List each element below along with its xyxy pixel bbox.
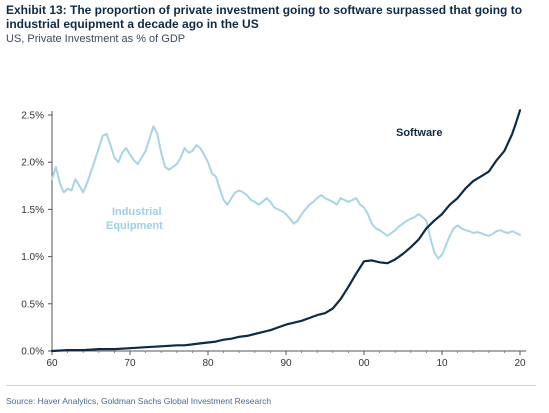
y-tick-label: 0.5% [21, 299, 44, 310]
y-tick-label: 2.0% [21, 158, 44, 169]
y-tick-label: 2.5% [21, 111, 44, 122]
x-tick-label: 90 [280, 358, 292, 369]
chart-title: Exhibit 13: The proportion of private in… [6, 3, 523, 31]
x-tick-label: 80 [202, 358, 214, 369]
line-chart: 0.0%0.5%1.0%1.5%2.0%2.5% 60 70 80 90 00 10 20 … [21, 109, 526, 369]
x-tick-label: 00 [358, 358, 370, 369]
x-tick-label: 60 [46, 358, 58, 369]
y-tick-label: 0.0% [21, 347, 44, 358]
industrial-label-line1: Industrial [112, 206, 162, 218]
x-axis: 60 70 80 90 00 10 20 [46, 350, 526, 369]
software-label: Software [396, 127, 442, 139]
x-tick-label: 20 [514, 358, 526, 369]
series-line-software [50, 109, 522, 353]
series-line-industrial-equipment [51, 125, 521, 260]
y-axis: 0.0% 0.5% 1.0% 1.5% 2.0% 2.5% [21, 111, 53, 358]
series-layer [50, 109, 522, 353]
chart-subtitle: US, Private Investment as % of GDP [6, 33, 186, 45]
y-tick-label: 1.0% [21, 252, 44, 263]
x-tick-label: 10 [436, 358, 448, 369]
footer-divider [6, 385, 536, 386]
source-note: Source: Haver Analytics, Goldman Sachs G… [6, 396, 272, 406]
y-tick-label: 1.5% [21, 205, 44, 216]
industrial-label-line2: Equipment [106, 220, 163, 232]
x-tick-label: 70 [124, 358, 136, 369]
